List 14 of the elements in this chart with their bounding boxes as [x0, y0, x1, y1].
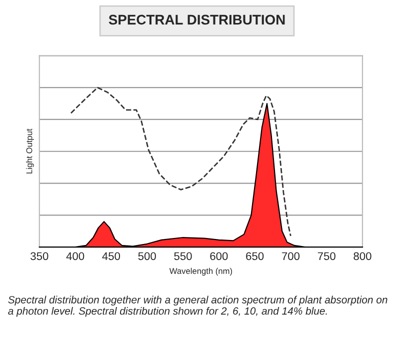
- x-tick-label: 550: [174, 252, 192, 260]
- chart-title: SPECTRAL DISTRIBUTION: [108, 14, 285, 25]
- x-tick-label: 800: [354, 252, 372, 260]
- x-tick-label: 650: [246, 252, 264, 260]
- x-tick-label: 400: [66, 252, 84, 260]
- x-tick-label: 500: [138, 252, 156, 260]
- x-tick-label: 600: [210, 252, 228, 260]
- x-tick-label: 350: [30, 252, 48, 260]
- x-tick-label: 700: [282, 252, 300, 260]
- x-axis-title: Wavelength (nm): [169, 268, 232, 276]
- y-axis-title: Light Output: [26, 128, 34, 174]
- x-tick-label: 750: [318, 252, 336, 260]
- text: Spectral distribution together with a general action spectrum of plant absorption on a photon level. Spectral distribution shown for 2, 6, 10, and 14% blue.: [8, 296, 388, 317]
- x-tick-label: 450: [102, 252, 120, 260]
